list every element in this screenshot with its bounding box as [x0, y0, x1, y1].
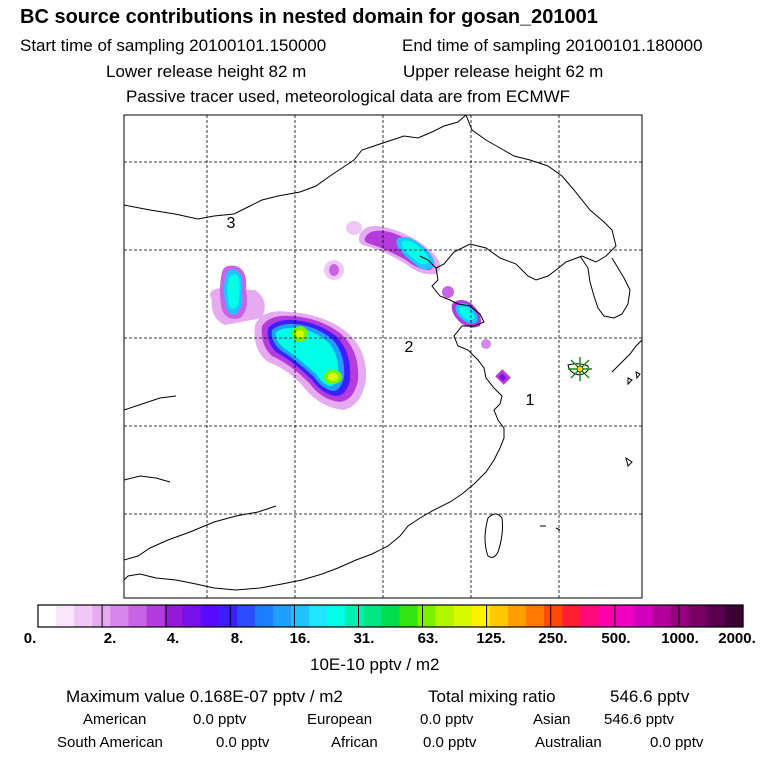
colorbar-swatch	[345, 605, 364, 627]
colorbar-swatch	[56, 605, 75, 627]
colorbar-swatch	[74, 605, 93, 627]
colorbar-swatch	[381, 605, 401, 627]
colorbar-swatch	[580, 605, 599, 627]
colorbar-swatch	[652, 605, 672, 627]
region-american-name: American	[83, 711, 147, 728]
colorbar-swatch	[309, 605, 328, 627]
colorbar-swatch	[670, 605, 690, 627]
contribution-plume-small	[324, 221, 362, 280]
colorbar-swatch	[706, 605, 726, 627]
colorbar-swatch	[218, 605, 238, 627]
colorbar-swatch	[562, 605, 581, 627]
total-mixing-label: Total mixing ratio	[428, 687, 556, 706]
colorbar-label-500: 500.	[601, 630, 631, 647]
region-asian-name: Asian	[533, 711, 571, 728]
colorbar-swatch	[291, 605, 310, 627]
colorbar-label-125: 125.	[476, 630, 506, 647]
colorbar-swatch	[471, 605, 491, 627]
colorbar-swatch	[508, 605, 527, 627]
colorbar-swatch	[92, 605, 111, 627]
lower-release-label: Lower release height 82 m	[106, 62, 307, 81]
colorbar-swatch	[363, 605, 383, 627]
upper-release-label: Upper release height 62 m	[403, 62, 604, 81]
colorbar-swatch	[236, 605, 256, 627]
region-label-3: 3	[227, 215, 236, 232]
colorbar-swatch	[110, 605, 129, 627]
colorbar-swatch	[128, 605, 148, 627]
colorbar-swatch	[146, 605, 166, 627]
contribution-plume-coast	[442, 286, 511, 385]
colorbar-swatch	[273, 605, 292, 627]
region-asian-value: 546.6 pptv	[604, 711, 675, 728]
total-mixing-value: 546.6 pptv	[610, 687, 690, 706]
region-african-name: African	[331, 734, 378, 751]
receptor-star-icon	[568, 357, 592, 381]
colorbar-swatch	[435, 605, 455, 627]
colorbar-label-0: 0.	[23, 630, 37, 647]
region-australian-name: Australian	[535, 734, 602, 751]
colorbar-swatch	[634, 605, 654, 627]
colorbar-label-2: 2.	[103, 630, 117, 647]
colorbar-label-250: 250.	[538, 630, 568, 647]
colorbar-label-63: 63.	[417, 630, 439, 647]
colorbar-swatch	[616, 605, 636, 627]
colorbar-label-16: 16.	[289, 630, 311, 647]
colorbar-swatch	[489, 605, 509, 627]
colorbar-swatch	[182, 605, 202, 627]
coastlines	[124, 115, 642, 591]
colorbar-swatch	[688, 605, 708, 627]
colorbar-swatch	[453, 605, 473, 627]
colorbar-swatch	[526, 605, 545, 627]
colorbar-swatch	[164, 605, 184, 627]
colorbar-swatch	[598, 605, 618, 627]
colorbar	[38, 605, 744, 627]
region-african-value: 0.0 pptv	[423, 734, 477, 751]
maximum-value: Maximum value 0.168E-07 pptv / m2	[66, 687, 343, 706]
contribution-plume-central	[254, 311, 367, 410]
colorbar-swatch	[327, 605, 346, 627]
region-label-1: 1	[526, 392, 535, 409]
colorbar-label-31: 31.	[353, 630, 375, 647]
region-label-2: 2	[405, 339, 414, 356]
map-field	[124, 115, 642, 598]
map-frame	[123, 114, 643, 599]
region-south-american-name: South American	[57, 734, 163, 751]
graticule	[124, 115, 642, 598]
contribution-plume-west	[210, 265, 265, 325]
colorbar-label-4: 4.	[166, 630, 180, 647]
colorbar-swatch	[254, 605, 274, 627]
page-title: BC source contributions in nested domain…	[20, 6, 598, 28]
region-european-name: European	[307, 711, 373, 728]
region-european-value: 0.0 pptv	[420, 711, 474, 728]
colorbar-swatch	[38, 605, 57, 627]
colorbar-ticks	[101, 605, 680, 627]
colorbar-label-1000: 1000.	[661, 630, 699, 647]
region-american-value: 0.0 pptv	[193, 711, 247, 728]
colorbar-swatch	[724, 605, 744, 627]
colorbar-frame	[37, 604, 744, 628]
colorbar-label-8: 8.	[230, 630, 244, 647]
colorbar-swatch	[399, 605, 419, 627]
colorbar-swatch	[417, 605, 437, 627]
region-australian-value: 0.0 pptv	[650, 734, 704, 751]
colorbar-unit: 10E-10 pptv / m2	[310, 655, 440, 674]
colorbar-swatch	[544, 605, 563, 627]
tracer-note: Passive tracer used, meteorological data…	[126, 87, 571, 106]
colorbar-label-2000: 2000.	[718, 630, 756, 647]
region-south-american-value: 0.0 pptv	[216, 734, 270, 751]
end-time-label: End time of sampling 20100101.180000	[402, 36, 703, 55]
start-time-label: Start time of sampling 20100101.150000	[20, 36, 327, 55]
colorbar-swatch	[200, 605, 220, 627]
